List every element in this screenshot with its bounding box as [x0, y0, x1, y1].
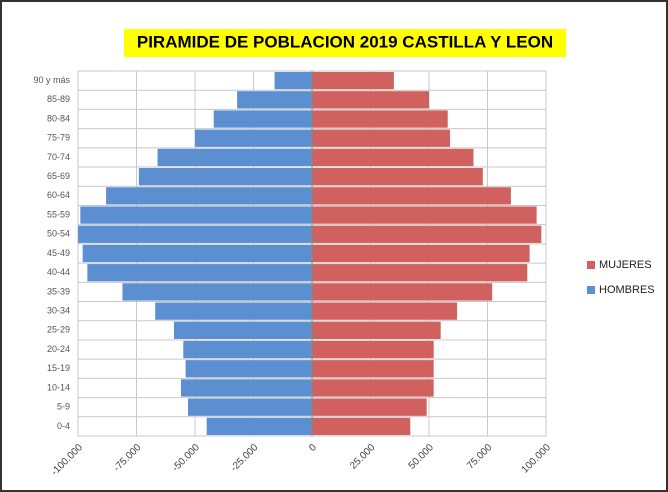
bar [82, 244, 313, 263]
bar [274, 71, 312, 90]
y-tick-label: 40-44 [47, 267, 70, 277]
legend-label: MUJERES [599, 259, 652, 271]
bar [180, 379, 312, 397]
legend-swatch [587, 286, 595, 294]
y-tick-label: 10-14 [47, 382, 70, 392]
y-tick-label: 30-34 [47, 306, 70, 316]
bar [213, 110, 312, 128]
bar [206, 417, 312, 436]
bar [312, 206, 537, 224]
bar [157, 148, 312, 167]
y-tick-label: 65-69 [47, 171, 70, 181]
y-tick-label: 90 y más [33, 75, 70, 85]
bar [312, 398, 427, 416]
bar [87, 264, 312, 282]
y-tick-label: 55-59 [47, 209, 70, 219]
bar [312, 360, 434, 378]
y-tick-label: 15-19 [47, 363, 70, 373]
bar [312, 129, 451, 147]
bar [237, 91, 312, 109]
bar [312, 110, 448, 128]
bar [312, 379, 434, 397]
y-tick-label: 35-39 [47, 286, 70, 296]
bar [138, 168, 312, 186]
bar [312, 91, 429, 109]
y-tick-label: 70-74 [47, 152, 70, 162]
bar [122, 283, 313, 301]
legend-swatch [587, 261, 595, 269]
bar [185, 360, 312, 378]
bar [312, 340, 434, 359]
y-tick-label: 20-24 [47, 344, 70, 354]
y-tick-label: 60-64 [47, 190, 70, 200]
y-tick-label: 45-49 [47, 248, 70, 258]
y-tick-label: 50-54 [47, 229, 70, 239]
bar [106, 187, 312, 205]
y-tick-label: 0-4 [57, 421, 70, 431]
bar [312, 244, 530, 263]
bar [312, 302, 458, 320]
y-tick-label: 25-29 [47, 325, 70, 335]
bar [312, 225, 542, 243]
bar [78, 225, 312, 243]
bar [312, 148, 474, 167]
legend-label: HOMBRES [599, 284, 655, 296]
y-tick-label: 75-79 [47, 133, 70, 143]
bar [312, 321, 441, 339]
y-tick-label: 80-84 [47, 113, 70, 123]
bar [173, 321, 312, 339]
bar [195, 129, 312, 147]
bar [80, 206, 312, 224]
bar [155, 302, 312, 320]
y-tick-label: 5-9 [57, 402, 70, 412]
bar [312, 417, 411, 436]
bar [312, 187, 511, 205]
bar [183, 340, 312, 359]
bar [312, 168, 483, 186]
bar [312, 264, 528, 282]
bar [312, 283, 493, 301]
bar [312, 71, 394, 90]
chart-title: PIRAMIDE DE POBLACION 2019 CASTILLA Y LE… [137, 32, 553, 51]
y-tick-label: 85-89 [47, 94, 70, 104]
title-highlight [124, 29, 566, 57]
bar [187, 398, 312, 416]
